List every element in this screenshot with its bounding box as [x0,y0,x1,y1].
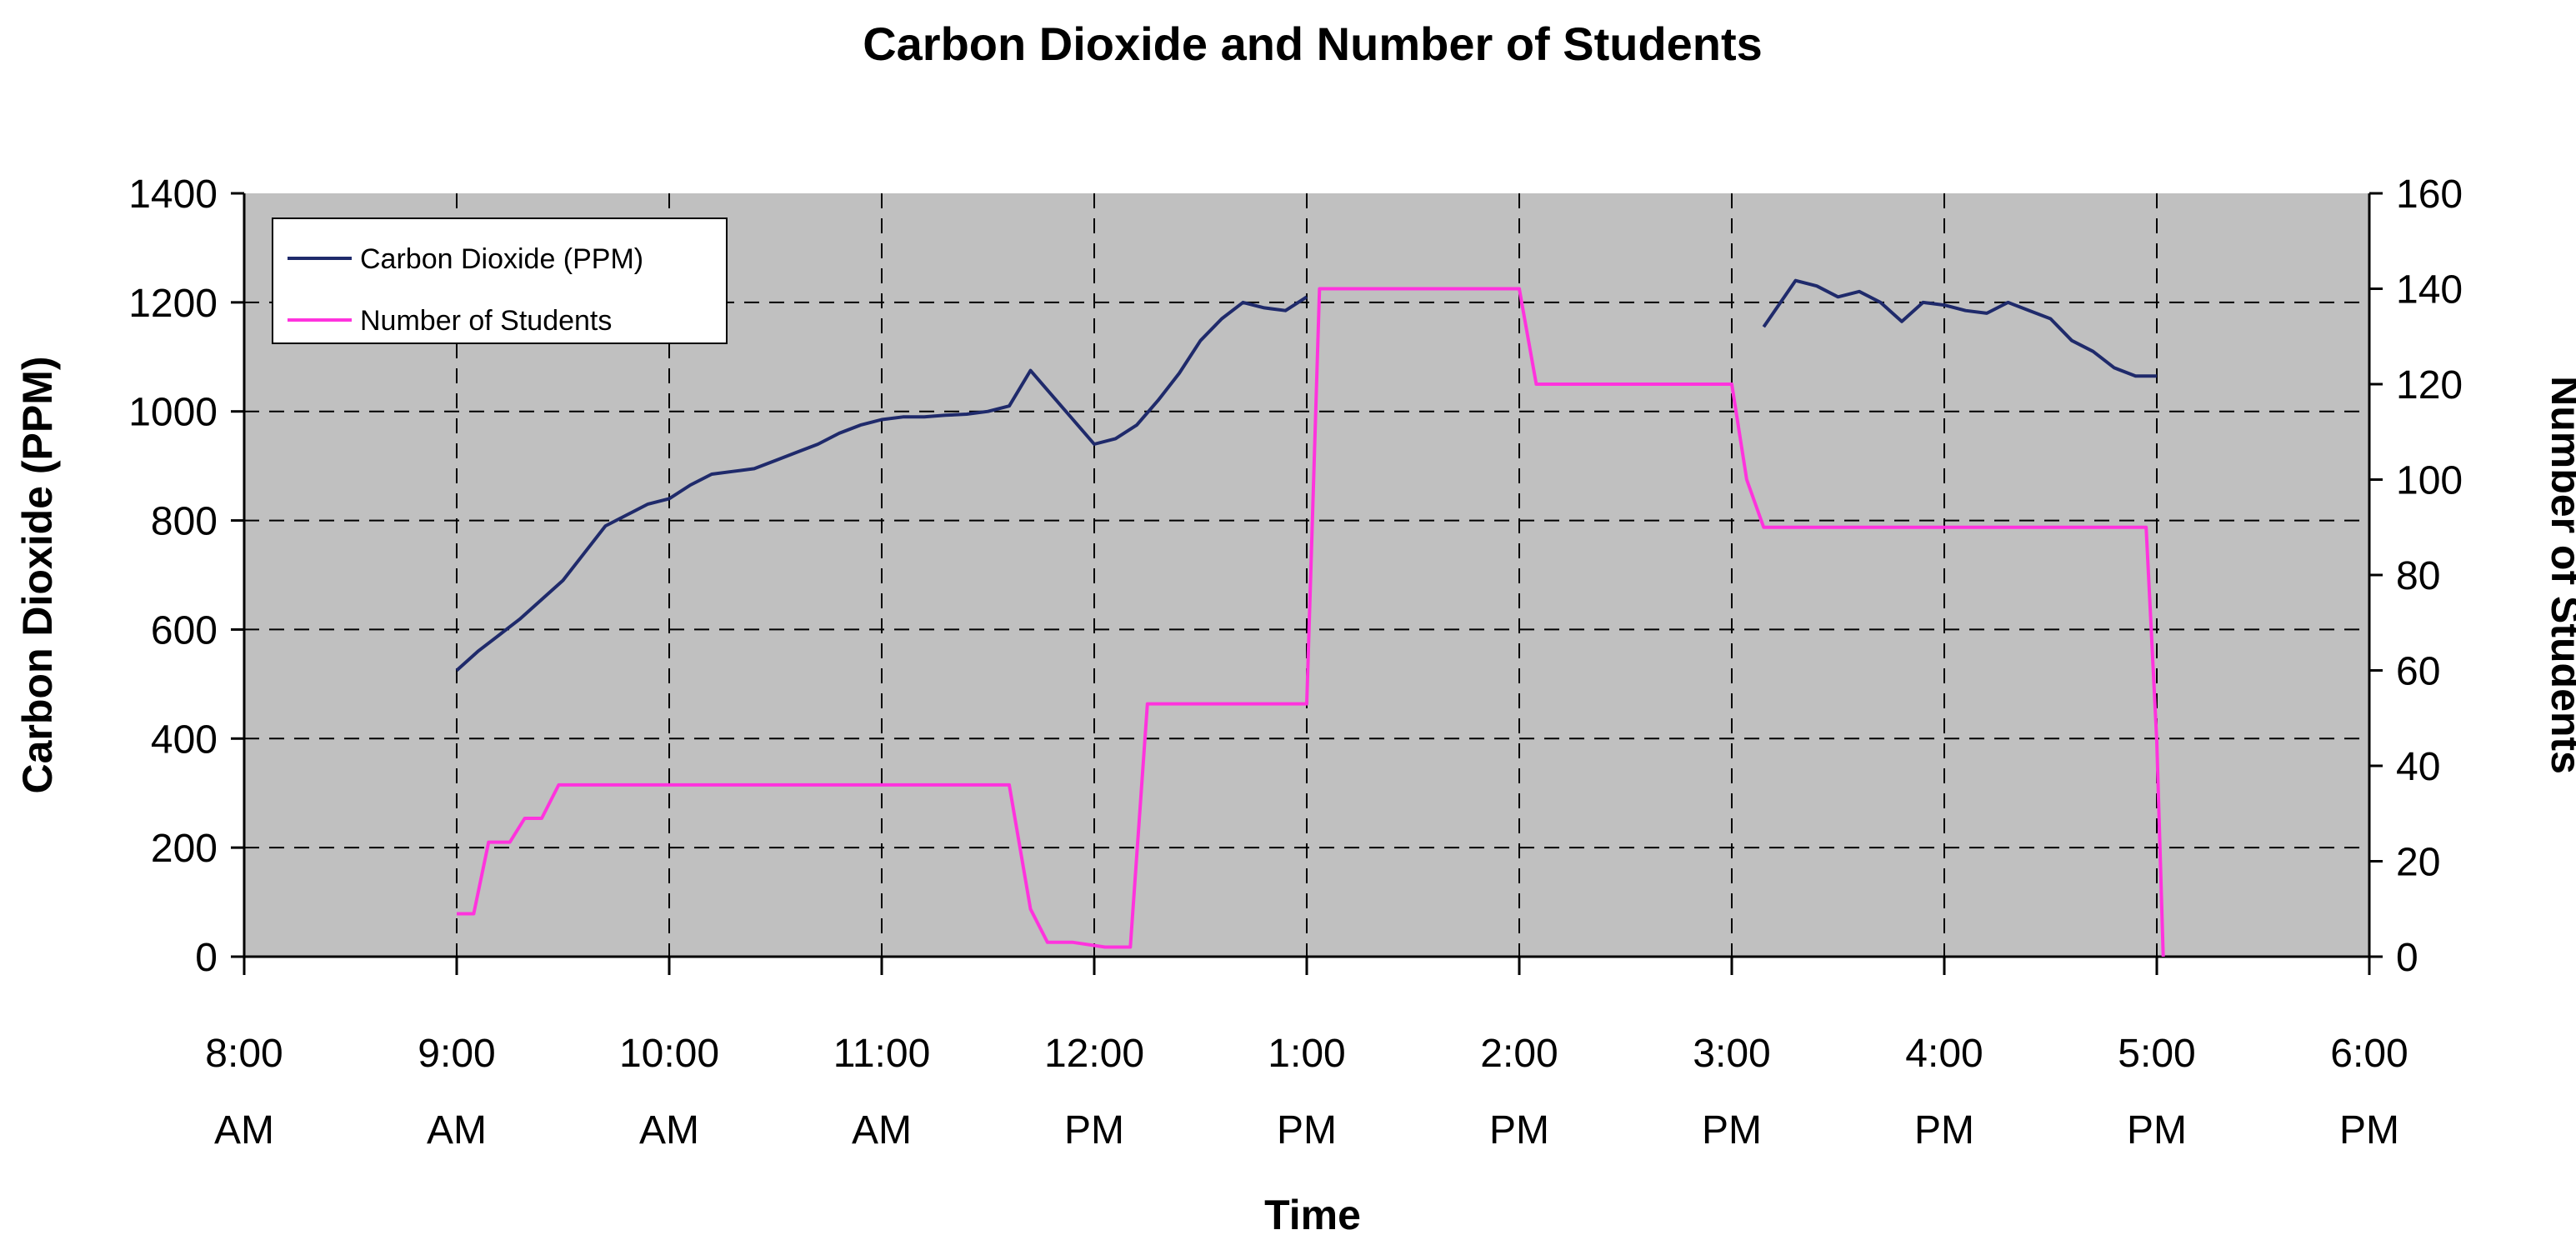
x-tick-label-time: 10:00 [619,1032,719,1076]
x-tick-label-time: 4:00 [1905,1032,1983,1076]
x-tick-label-time: 1:00 [1268,1032,1345,1076]
x-tick-label-ampm: PM [1914,1108,1974,1152]
y-left-tick-label: 800 [151,500,218,544]
x-tick-label-ampm: PM [2339,1108,2399,1152]
y-left-tick-label: 0 [195,936,218,980]
x-tick-label-ampm: PM [1277,1108,1337,1152]
x-tick-label-time: 9:00 [418,1032,495,1076]
x-tick-label-time: 12:00 [1044,1032,1144,1076]
x-tick-label-ampm: PM [1064,1108,1124,1152]
series-line-carbon-dioxide [1762,278,2157,378]
legend: Carbon Dioxide (PPM) Number of Students [272,218,728,344]
series-line-carbon-dioxide [455,295,1308,672]
x-tick-label-ampm: PM [1702,1108,1762,1152]
x-tick-label-time: 6:00 [2330,1032,2408,1076]
x-tick-label-ampm: AM [639,1108,699,1152]
y-right-tick-label: 20 [2396,841,2440,885]
y-right-tick-label: 100 [2396,459,2463,503]
y-right-tick-label: 40 [2396,745,2440,789]
x-tick-label-time: 2:00 [1480,1032,1558,1076]
legend-label-carbon-dioxide: Carbon Dioxide (PPM) [360,243,643,275]
y-right-tick-label: 80 [2396,554,2440,598]
y-left-tick-label: 400 [151,718,218,762]
y-left-tick-label: 1000 [128,391,218,435]
chart-title: Carbon Dioxide and Number of Students [863,18,1763,70]
x-tick-label-time: 8:00 [205,1032,283,1076]
x-axis-title: Time [1264,1192,1361,1238]
x-tick-label-time: 11:00 [833,1032,931,1076]
y-left-tick-label: 600 [151,608,218,652]
y-right-tick-label: 120 [2396,363,2463,408]
legend-box [272,218,728,344]
gridlines [244,193,2369,957]
x-tick-label-time: 5:00 [2118,1032,2195,1076]
series-lines [455,278,2165,958]
y-left-tick-label: 1200 [128,282,218,326]
y-axis-right-title: Number of Students [2543,376,2576,774]
series-line-number-of-students [457,287,2165,958]
x-tick-label-ampm: PM [1489,1108,1549,1152]
y-right-tick-label: 60 [2396,650,2440,694]
y-left-tick-label: 1400 [128,172,218,217]
y-right-tick-label: 0 [2396,936,2418,980]
y-axis-left-title: Carbon Dioxide (PPM) [14,356,61,793]
x-tick-label-ampm: AM [427,1108,487,1152]
y-right-tick-label: 140 [2396,268,2463,312]
x-tick-label-ampm: PM [2127,1108,2187,1152]
x-tick-label-ampm: AM [852,1108,912,1152]
x-tick-label-time: 3:00 [1693,1032,1770,1076]
legend-label-number-of-students: Number of Students [360,305,612,337]
y-right-tick-label: 160 [2396,172,2463,217]
y-left-tick-label: 200 [151,827,218,871]
tick-labels: 0 200 400 600 800 1000 1200 1400 0 20 40 60 80 100 120… [128,172,2463,1152]
x-tick-label-ampm: AM [214,1108,274,1152]
